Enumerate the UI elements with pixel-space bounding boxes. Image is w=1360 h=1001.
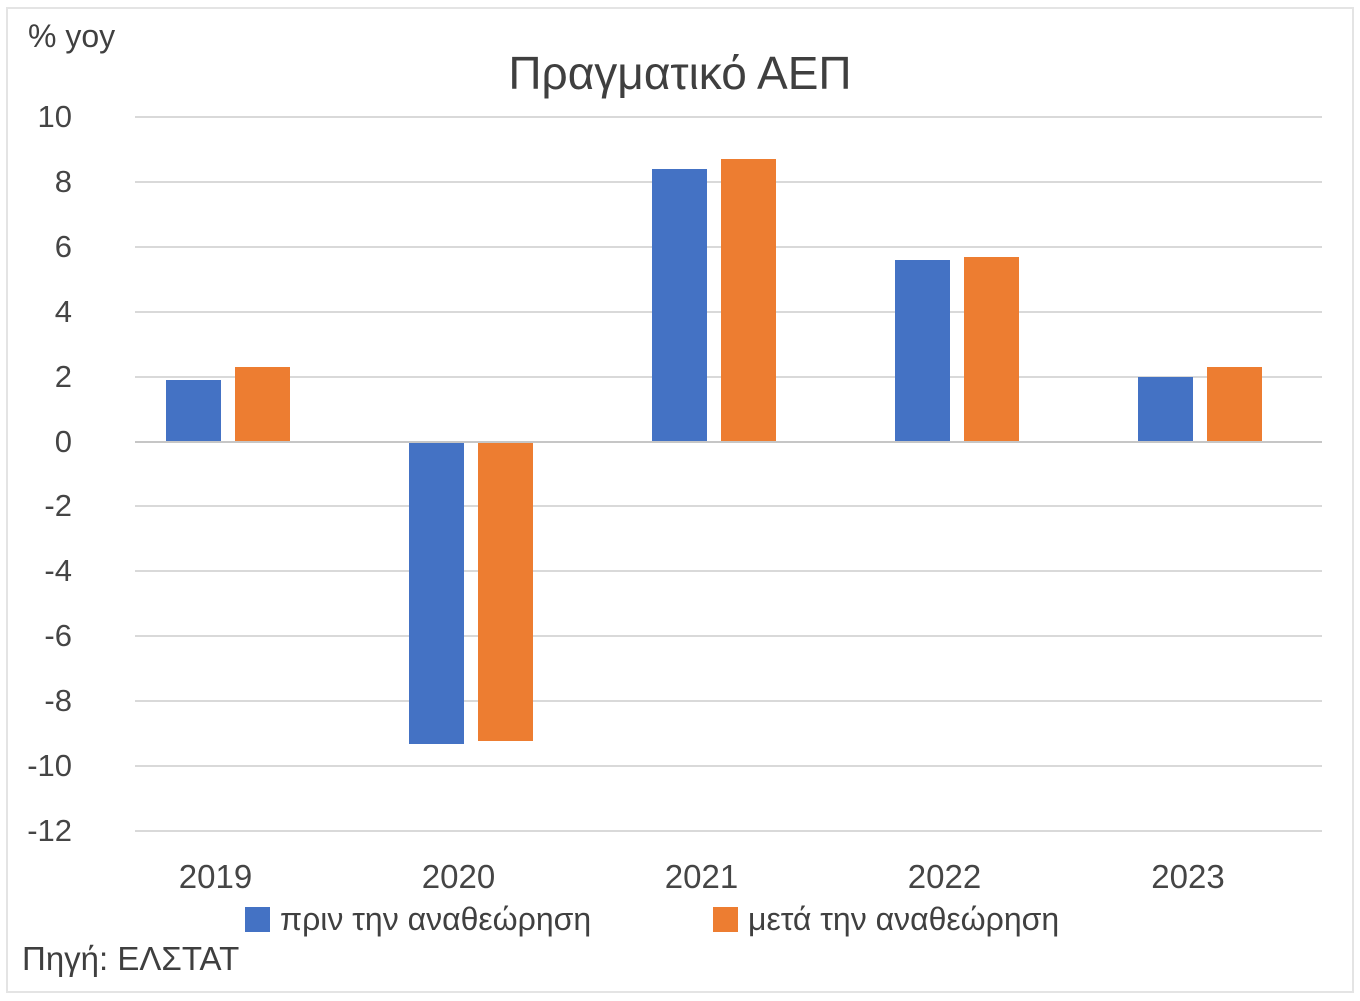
bar-2021-series-1 bbox=[720, 159, 776, 442]
chart-border bbox=[6, 7, 1354, 993]
y-tick-label: 8 bbox=[54, 163, 72, 199]
y-tick-label: 2 bbox=[54, 358, 72, 394]
y-tick-label: -2 bbox=[44, 488, 72, 524]
gridline bbox=[135, 700, 1322, 703]
legend-item-before-revision: πριν την αναθεώρηση bbox=[245, 901, 591, 938]
legend-swatch-before-revision-icon bbox=[245, 907, 270, 932]
gridline bbox=[135, 635, 1322, 638]
x-axis-label-2019: 2019 bbox=[178, 858, 253, 895]
y-tick-label: -6 bbox=[44, 618, 72, 654]
x-axis-label-2021: 2021 bbox=[664, 858, 739, 895]
legend-label-after-revision: μετά την αναθεώρηση bbox=[748, 901, 1060, 937]
zero-gridline bbox=[135, 440, 1322, 443]
source-note: Πηγή: ΕΛΣΤΑΤ bbox=[22, 940, 240, 977]
gridline bbox=[135, 829, 1322, 832]
y-tick-label: 6 bbox=[54, 228, 72, 264]
bar-2023-series-1 bbox=[1207, 366, 1262, 442]
gridline bbox=[135, 505, 1322, 508]
legend-item-after-revision: μετά την αναθεώρηση bbox=[713, 901, 1059, 938]
x-axis-label-2023: 2023 bbox=[1151, 858, 1225, 895]
y-tick-label: 10 bbox=[37, 99, 72, 134]
bar-2020-series-0 bbox=[408, 442, 464, 745]
bar-2019-series-0 bbox=[165, 379, 221, 442]
bar-2022-series-0 bbox=[894, 259, 950, 442]
y-tick-label: 4 bbox=[54, 293, 72, 329]
bar-2020-series-1 bbox=[477, 442, 533, 742]
y-tick-label: -10 bbox=[27, 748, 72, 783]
legend-label-before-revision: πριν την αναθεώρηση bbox=[280, 901, 592, 937]
bar-2023-series-0 bbox=[1138, 376, 1193, 442]
y-tick-label: -12 bbox=[27, 812, 72, 848]
gridline bbox=[135, 765, 1322, 767]
y-tick-label: 0 bbox=[54, 423, 72, 459]
bar-2021-series-0 bbox=[651, 168, 707, 442]
gridline bbox=[135, 116, 1322, 118]
gridline bbox=[135, 570, 1322, 573]
y-axis-unit-label: % yoy bbox=[28, 18, 116, 54]
legend-swatch-after-revision-icon bbox=[713, 907, 738, 932]
x-axis-label-2022: 2022 bbox=[907, 858, 982, 895]
y-tick-label: -8 bbox=[44, 683, 72, 719]
bar-2022-series-1 bbox=[963, 256, 1019, 442]
bar-2019-series-1 bbox=[234, 366, 290, 442]
x-axis-label-2020: 2020 bbox=[421, 858, 496, 895]
chart-title: Πραγματικό ΑΕΠ bbox=[508, 47, 852, 99]
y-tick-label: -4 bbox=[44, 553, 72, 589]
